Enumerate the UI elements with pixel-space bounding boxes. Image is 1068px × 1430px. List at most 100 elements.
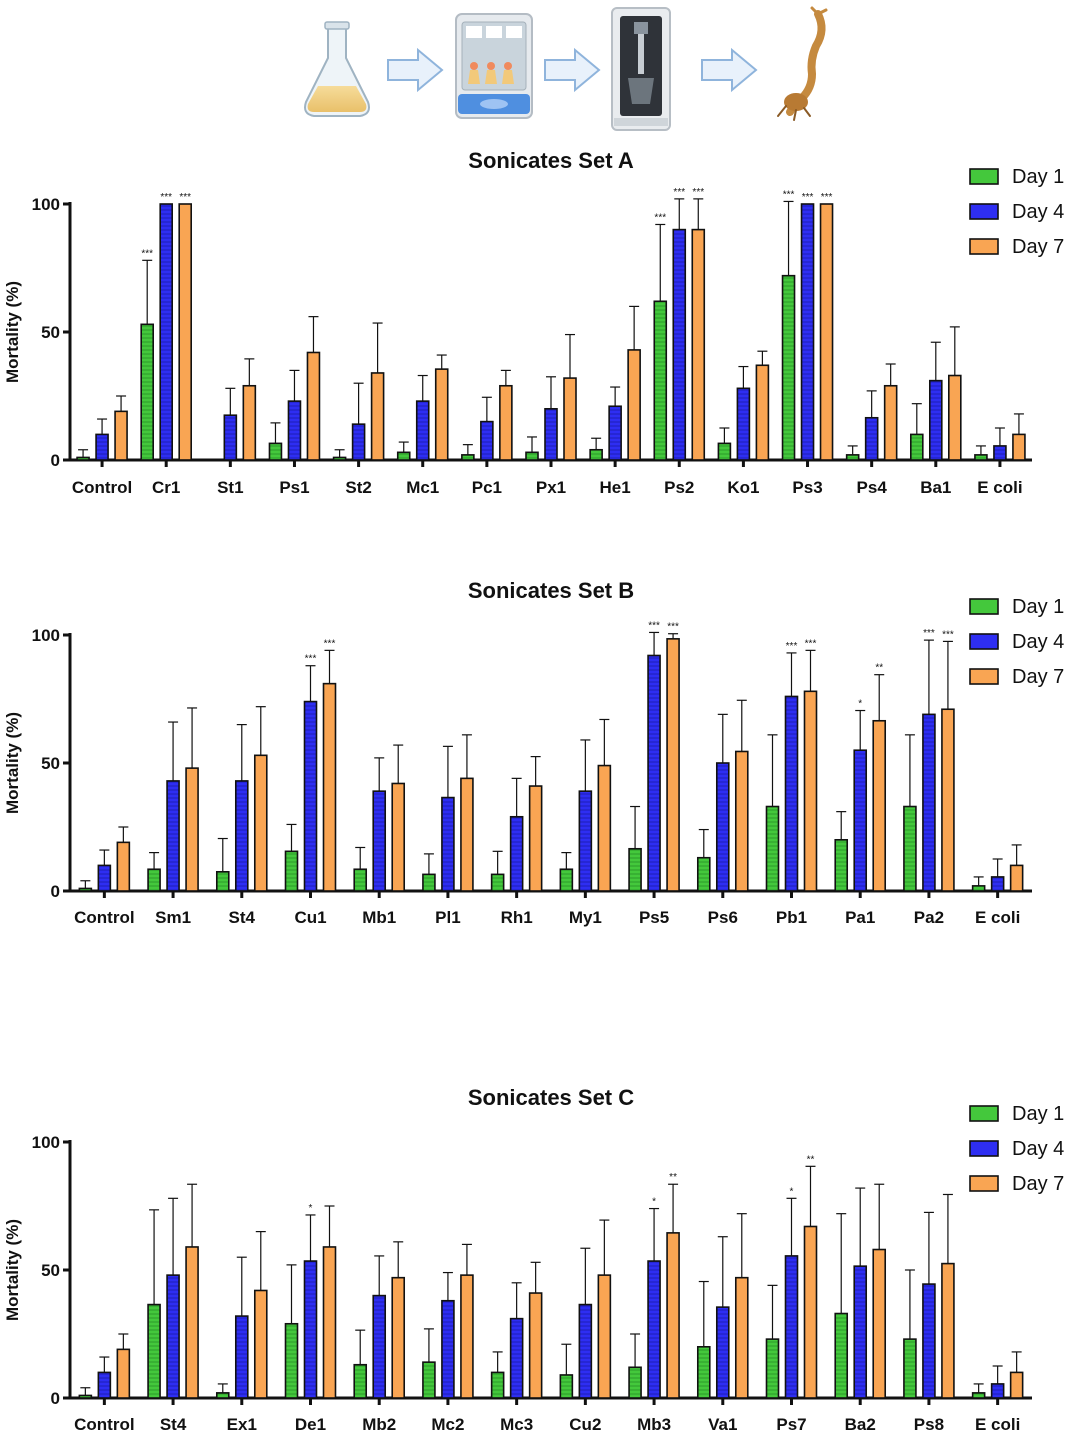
bar-day7	[528, 785, 543, 892]
significance-label: ***	[942, 629, 954, 640]
significance-label: ***	[141, 248, 153, 259]
significance-label: ***	[802, 192, 814, 203]
bar-day7	[734, 1276, 749, 1399]
bar-day7	[370, 372, 385, 461]
x-tick-label: Ps2	[664, 478, 694, 497]
bar-day7	[1009, 1371, 1024, 1399]
significance-label: ***	[821, 192, 833, 203]
significance-label: *	[790, 1186, 794, 1197]
x-tick-label: Sm1	[155, 908, 191, 927]
bar-day1	[76, 456, 90, 461]
bar-day4	[990, 876, 1005, 892]
bar-day1	[461, 454, 475, 461]
bar-day7	[322, 682, 337, 892]
bar-day4	[647, 654, 661, 892]
bar-day7	[947, 374, 962, 461]
bar-day7	[666, 638, 680, 892]
bar-day7	[627, 349, 641, 461]
bar-day4	[853, 1265, 868, 1399]
chart-set-b: Sonicates Set B Mortality (%) 0 50 100 Contro…	[3, 578, 1064, 927]
bar-day1	[140, 323, 154, 461]
x-tick-label: Control	[74, 908, 134, 927]
x-tick-label: Px1	[536, 478, 566, 497]
significance-label: *	[309, 1203, 313, 1214]
bar-day7	[306, 351, 321, 461]
x-tick-label: Ex1	[227, 1415, 257, 1430]
significance-label: ***	[667, 622, 679, 633]
bar-day4	[578, 790, 593, 892]
significance-label: *	[652, 1197, 656, 1208]
bar-day1	[909, 433, 924, 461]
x-tick-label: De1	[295, 1415, 326, 1430]
x-tick-label: Mb2	[362, 1415, 396, 1430]
significance-label: ***	[786, 641, 798, 652]
legend-swatch	[969, 633, 999, 650]
y-tick-label: 0	[51, 451, 60, 470]
significance-label: **	[669, 1172, 677, 1183]
x-tick-label: Pa2	[914, 908, 944, 927]
significance-label: ***	[160, 192, 172, 203]
bar-day7	[872, 719, 887, 892]
x-tick-label: Pa1	[845, 908, 875, 927]
bar-day7	[755, 364, 770, 461]
flask-icon	[304, 21, 370, 117]
bar-day1	[215, 1392, 230, 1399]
bar-day1	[490, 1371, 505, 1399]
bar-day1	[284, 850, 299, 892]
x-tick-label: Pl1	[435, 908, 461, 927]
bar-day4	[166, 1274, 180, 1399]
bar-day7	[185, 1246, 199, 1399]
x-tick-label: E coli	[977, 478, 1022, 497]
x-tick-label: Mc3	[500, 1415, 533, 1430]
bar-day7	[434, 368, 449, 461]
significance-label: ***	[324, 638, 336, 649]
legend-swatch	[969, 238, 999, 255]
x-tick-label: Va1	[708, 1415, 737, 1430]
x-tick-label: Cu2	[569, 1415, 601, 1430]
bar-day4	[287, 400, 302, 461]
bar-day1	[559, 1374, 574, 1399]
bar-day4	[97, 864, 112, 892]
x-tick-label: St2	[345, 478, 371, 497]
bar-day1	[589, 448, 603, 461]
chart-title: Sonicates Set C	[468, 1085, 634, 1110]
significance-label: *	[858, 699, 862, 710]
bar-day4	[990, 1383, 1005, 1399]
significance-label: ***	[673, 187, 685, 198]
x-tick-label: Ps3	[792, 478, 822, 497]
y-axis-label: Mortality (%)	[3, 281, 22, 383]
bar-day4	[234, 1315, 249, 1399]
bar-day7	[460, 1274, 474, 1399]
significance-label: ***	[654, 212, 666, 223]
bar-day4	[95, 433, 109, 461]
bar-day7	[242, 384, 257, 461]
x-tick-label: Control	[72, 478, 132, 497]
sonicator-icon	[611, 7, 671, 131]
bar-day4	[303, 1260, 318, 1399]
x-tick-label: Mc2	[431, 1415, 464, 1430]
significance-label: ***	[805, 638, 817, 649]
arrow-right-icon	[387, 47, 444, 93]
bar-day4	[864, 416, 879, 461]
bar-day4	[715, 762, 730, 892]
x-tick-label: Rh1	[501, 908, 533, 927]
bar-day4	[853, 749, 868, 892]
bar-day7	[872, 1248, 887, 1399]
significance-label: ***	[783, 189, 795, 200]
bar-day7	[803, 1225, 818, 1399]
bar-day1	[971, 885, 986, 892]
bar-day7	[597, 764, 612, 892]
x-tick-label: Ps6	[708, 908, 738, 927]
bar-day7	[941, 1262, 955, 1399]
bar-day1	[353, 1363, 368, 1399]
x-tick-label: Mb3	[637, 1415, 671, 1430]
workflow-illustration	[304, 6, 828, 131]
legend-swatch	[969, 1175, 999, 1192]
bar-day1	[628, 847, 642, 892]
bar-day4	[351, 423, 366, 461]
bar-day7	[1009, 864, 1024, 892]
bar-day1	[834, 838, 849, 892]
bar-day1	[284, 1322, 299, 1399]
bar-day1	[396, 451, 411, 461]
